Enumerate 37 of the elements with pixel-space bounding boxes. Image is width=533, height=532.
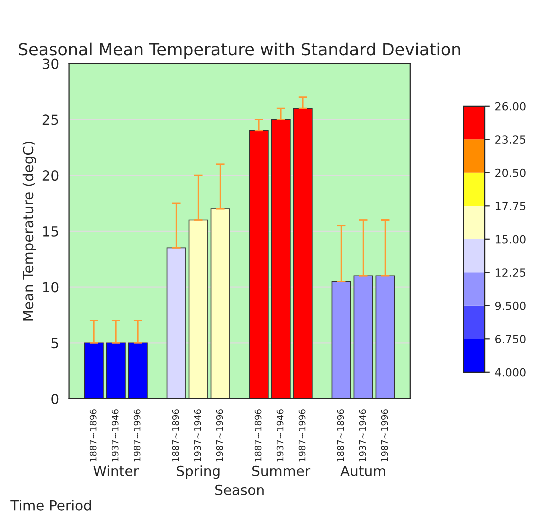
text: 1937~1946 [112,410,119,462]
text: 1887~1896 [254,410,262,462]
text: 1987~1996 [298,410,306,462]
chart-title: Seasonal Mean Temperature with Standard Deviation [19,42,460,59]
text: 1887~1896 [90,410,97,462]
text: 1987~1996 [134,410,141,462]
x-tick-label: Spring [177,466,220,480]
text: 1887~1896 [172,410,180,462]
text: Time Period [10,500,92,511]
bar [166,248,186,399]
color-bar-label: 9.500 [495,302,526,310]
color-bar-label: 6.750 [496,335,526,344]
x-tick-label: Summer [252,466,311,476]
text: 1937~1946 [276,410,284,462]
y-tick-label: 15 [43,226,58,237]
color-bar-label: 23.25 [496,136,526,144]
color-bar-label: 20.50 [496,168,526,178]
color-bar-label: 4.000 [495,368,526,377]
color-bar-label: 17.75 [496,202,526,211]
text: 1987~1996 [381,410,388,462]
y-tick-label: 5 [52,338,58,349]
color-bar-label: 15.00 [496,235,526,244]
text: 1987~1996 [216,410,224,462]
text: 1937~1946 [194,410,202,462]
color-bar-label: 26.00 [496,102,526,111]
y-tick-label: 0 [52,394,59,404]
y-tick-label: 25 [42,114,58,126]
x-tick-label: Winter [94,466,140,476]
text: 1887~1896 [337,410,344,462]
x-tick-label: Autum [340,466,386,476]
x-axis-title: Season [216,484,264,496]
text: 1937~1946 [359,410,366,462]
y-tick-label: 10 [43,282,59,293]
color-bar-label: 12.25 [496,268,526,278]
y-tick-label: 20 [42,170,59,182]
y-tick-label: 30 [42,58,59,70]
y-axis-title: Mean Temperature (degC) [22,142,36,321]
